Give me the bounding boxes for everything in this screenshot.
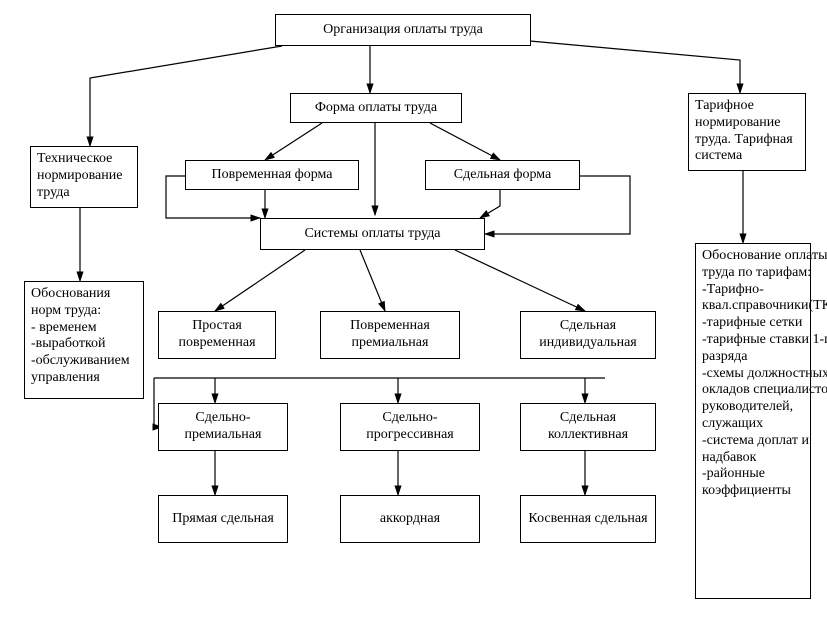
edge-7 — [480, 190, 500, 218]
node-kosv_sdel: Косвенная сдельная — [520, 495, 656, 543]
node-povrem: Повременная форма — [185, 160, 359, 190]
node-systems: Системы оплаты труда — [260, 218, 485, 250]
node-prost_povr: Простая повременная — [158, 311, 276, 359]
edge-4 — [430, 123, 500, 160]
edge-14 — [455, 250, 585, 311]
edge-12 — [215, 250, 305, 311]
node-obos_tarif: Обоснование оплаты труда по тарифам: -Та… — [695, 243, 811, 599]
node-pryam_sdel: Прямая сдельная — [158, 495, 288, 543]
node-tech: Техническое нормирование труда — [30, 146, 138, 208]
node-sdel: Сдельная форма — [425, 160, 580, 190]
edge-3 — [265, 123, 322, 160]
edge-2 — [530, 41, 740, 93]
node-root: Организация оплаты труда — [275, 14, 531, 46]
node-sdel_prem: Сдельно-премиальная — [158, 403, 288, 451]
edge-0 — [90, 46, 282, 146]
node-povr_prem: Повременная премиальная — [320, 311, 460, 359]
node-sdel_koll: Сдельная коллективная — [520, 403, 656, 451]
node-sdel_ind: Сдельная индивидуальная — [520, 311, 656, 359]
node-sdel_prog: Сдельно-прогрессивная — [340, 403, 480, 451]
node-obos_norm: Обоснования норм труда: - временем -выра… — [24, 281, 144, 399]
node-tarif: Тарифное нормирование труда. Тарифная си… — [688, 93, 806, 171]
node-akkord: аккордная — [340, 495, 480, 543]
node-forma: Форма оплаты труда — [290, 93, 462, 123]
edge-13 — [360, 250, 385, 311]
